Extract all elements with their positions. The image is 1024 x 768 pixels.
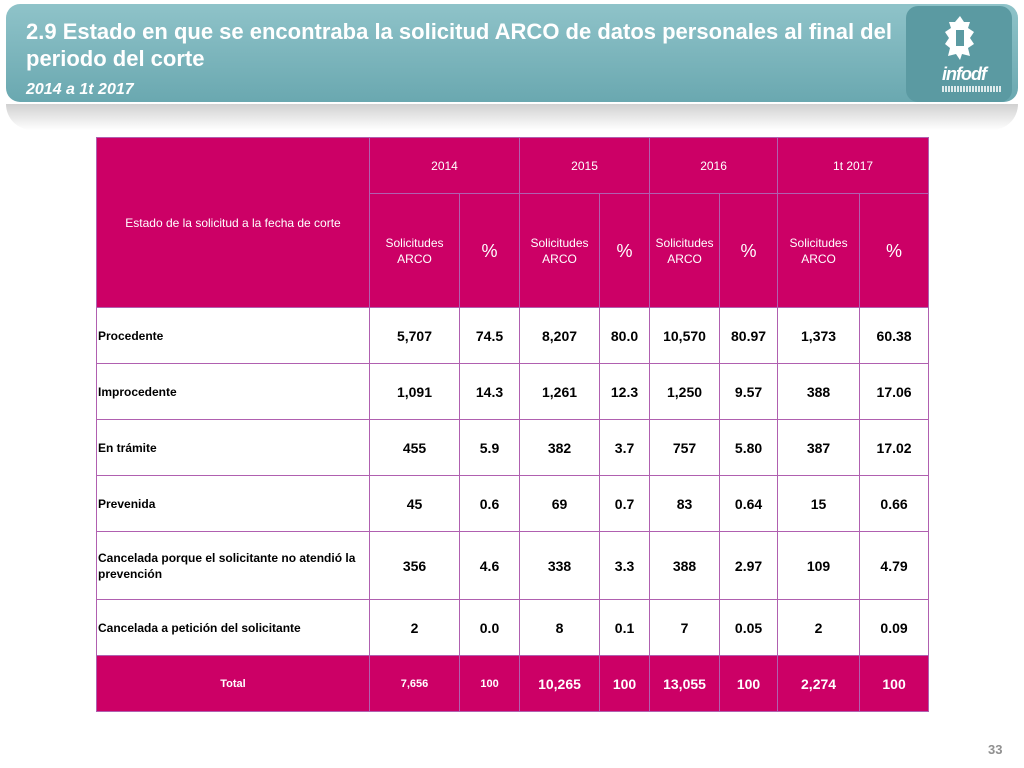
- cell-value: 356: [369, 531, 460, 600]
- cell-value: 4.79: [859, 531, 930, 600]
- cell-value: 382: [519, 419, 601, 476]
- cell-value: 2: [777, 599, 861, 656]
- cell-value: 5.80: [719, 419, 779, 476]
- cell-value: 2: [369, 599, 460, 656]
- cell-value: 1,250: [649, 363, 721, 420]
- table-row: Cancelada porque el solicitante no atend…: [96, 531, 930, 600]
- cell-value: 10,570: [649, 307, 721, 364]
- row-label: Cancelada a petición del solicitante: [96, 599, 370, 656]
- logo-wordmark: infodf: [942, 64, 987, 84]
- title-banner: 2.9 Estado en que se encontraba la solic…: [6, 4, 1018, 102]
- cell-value: 8,207: [519, 307, 601, 364]
- cdmx-emblem-icon: [945, 16, 974, 60]
- cell-value: 9.57: [719, 363, 779, 420]
- cell-value: 387: [777, 419, 861, 476]
- total-value: 10,265: [519, 655, 601, 712]
- cell-value: 4.6: [458, 531, 521, 600]
- cell-value: 69: [519, 475, 601, 532]
- slide-subtitle: 2014 a 1t 2017: [26, 81, 134, 98]
- cell-value: 17.06: [859, 363, 930, 420]
- cell-value: 1,091: [369, 363, 460, 420]
- total-value: 7,656: [369, 655, 460, 712]
- cell-value: 1,261: [519, 363, 601, 420]
- table-row: Cancelada a petición del solicitante 2 0…: [96, 599, 930, 656]
- cell-value: 60.38: [859, 307, 930, 364]
- total-value: 100: [719, 655, 779, 712]
- cell-value: 14.3: [458, 363, 521, 420]
- cell-value: 80.97: [719, 307, 779, 364]
- percent-header: %: [458, 193, 521, 308]
- cell-value: 5,707: [369, 307, 460, 364]
- cell-value: 1,373: [777, 307, 861, 364]
- row-label: Prevenida: [96, 475, 370, 532]
- total-value: 2,274: [777, 655, 861, 712]
- percent-header: %: [859, 193, 930, 308]
- cell-value: 455: [369, 419, 460, 476]
- cell-value: 109: [777, 531, 861, 600]
- cell-value: 83: [649, 475, 721, 532]
- slide-title: 2.9 Estado en que se encontraba la solic…: [26, 19, 892, 71]
- cell-value: 0.66: [859, 475, 930, 532]
- cell-value: 7: [649, 599, 721, 656]
- cell-value: 0.1: [599, 599, 651, 656]
- total-value: 13,055: [649, 655, 721, 712]
- solicitudes-header: Solicitudes ARCO: [777, 193, 861, 308]
- table-row: En trámite 455 5.9 382 3.7 757 5.80 387 …: [96, 419, 930, 476]
- banner-shadow: [6, 104, 1018, 130]
- year-header-2014: 2014: [368, 137, 521, 194]
- solicitudes-header: Solicitudes ARCO: [369, 193, 460, 308]
- row-label: En trámite: [96, 419, 370, 476]
- row-label: Cancelada porque el solicitante no atend…: [96, 531, 370, 600]
- cell-value: 3.7: [599, 419, 651, 476]
- status-column-header: Estado de la solicitud a la fecha de cor…: [96, 137, 370, 308]
- row-label: Procedente: [96, 307, 370, 364]
- total-value: 100: [458, 655, 521, 712]
- percent-header: %: [599, 193, 651, 308]
- cell-value: 757: [649, 419, 721, 476]
- solicitudes-header: Solicitudes ARCO: [649, 193, 721, 308]
- cell-value: 0.0: [458, 599, 521, 656]
- year-header-1t2017: 1t 2017: [777, 137, 930, 194]
- arco-status-table: Estado de la solicitud a la fecha de cor…: [96, 137, 930, 712]
- total-row: Total 7,656 100 10,265 100 13,055 100 2,…: [96, 655, 930, 712]
- cell-value: 45: [369, 475, 460, 532]
- infodf-logo: infodf: [906, 6, 1012, 102]
- cell-value: 80.0: [599, 307, 651, 364]
- cell-value: 338: [519, 531, 601, 600]
- cell-value: 8: [519, 599, 601, 656]
- total-value: 100: [599, 655, 651, 712]
- percent-header: %: [719, 193, 779, 308]
- cell-value: 0.05: [719, 599, 779, 656]
- cell-value: 2.97: [719, 531, 779, 600]
- cell-value: 0.09: [859, 599, 930, 656]
- page-number: 33: [988, 742, 1003, 757]
- cell-value: 3.3: [599, 531, 651, 600]
- table-row: Improcedente 1,091 14.3 1,261 12.3 1,250…: [96, 363, 930, 420]
- cell-value: 74.5: [458, 307, 521, 364]
- solicitudes-header: Solicitudes ARCO: [519, 193, 601, 308]
- logo-fine-print: [942, 86, 1002, 92]
- cell-value: 0.64: [719, 475, 779, 532]
- total-label: Total: [96, 655, 370, 712]
- cell-value: 388: [777, 363, 861, 420]
- cell-value: 388: [649, 531, 721, 600]
- year-header-2015: 2015: [519, 137, 651, 194]
- cell-value: 0.7: [599, 475, 651, 532]
- cell-value: 12.3: [599, 363, 651, 420]
- table-row: Procedente 5,707 74.5 8,207 80.0 10,570 …: [96, 307, 930, 364]
- cell-value: 17.02: [859, 419, 930, 476]
- total-value: 100: [859, 655, 930, 712]
- table-row: Prevenida 45 0.6 69 0.7 83 0.64 15 0.66: [96, 475, 930, 532]
- cell-value: 15: [777, 475, 861, 532]
- row-label: Improcedente: [96, 363, 370, 420]
- year-header-2016: 2016: [649, 137, 779, 194]
- cell-value: 0.6: [458, 475, 521, 532]
- cell-value: 5.9: [458, 419, 521, 476]
